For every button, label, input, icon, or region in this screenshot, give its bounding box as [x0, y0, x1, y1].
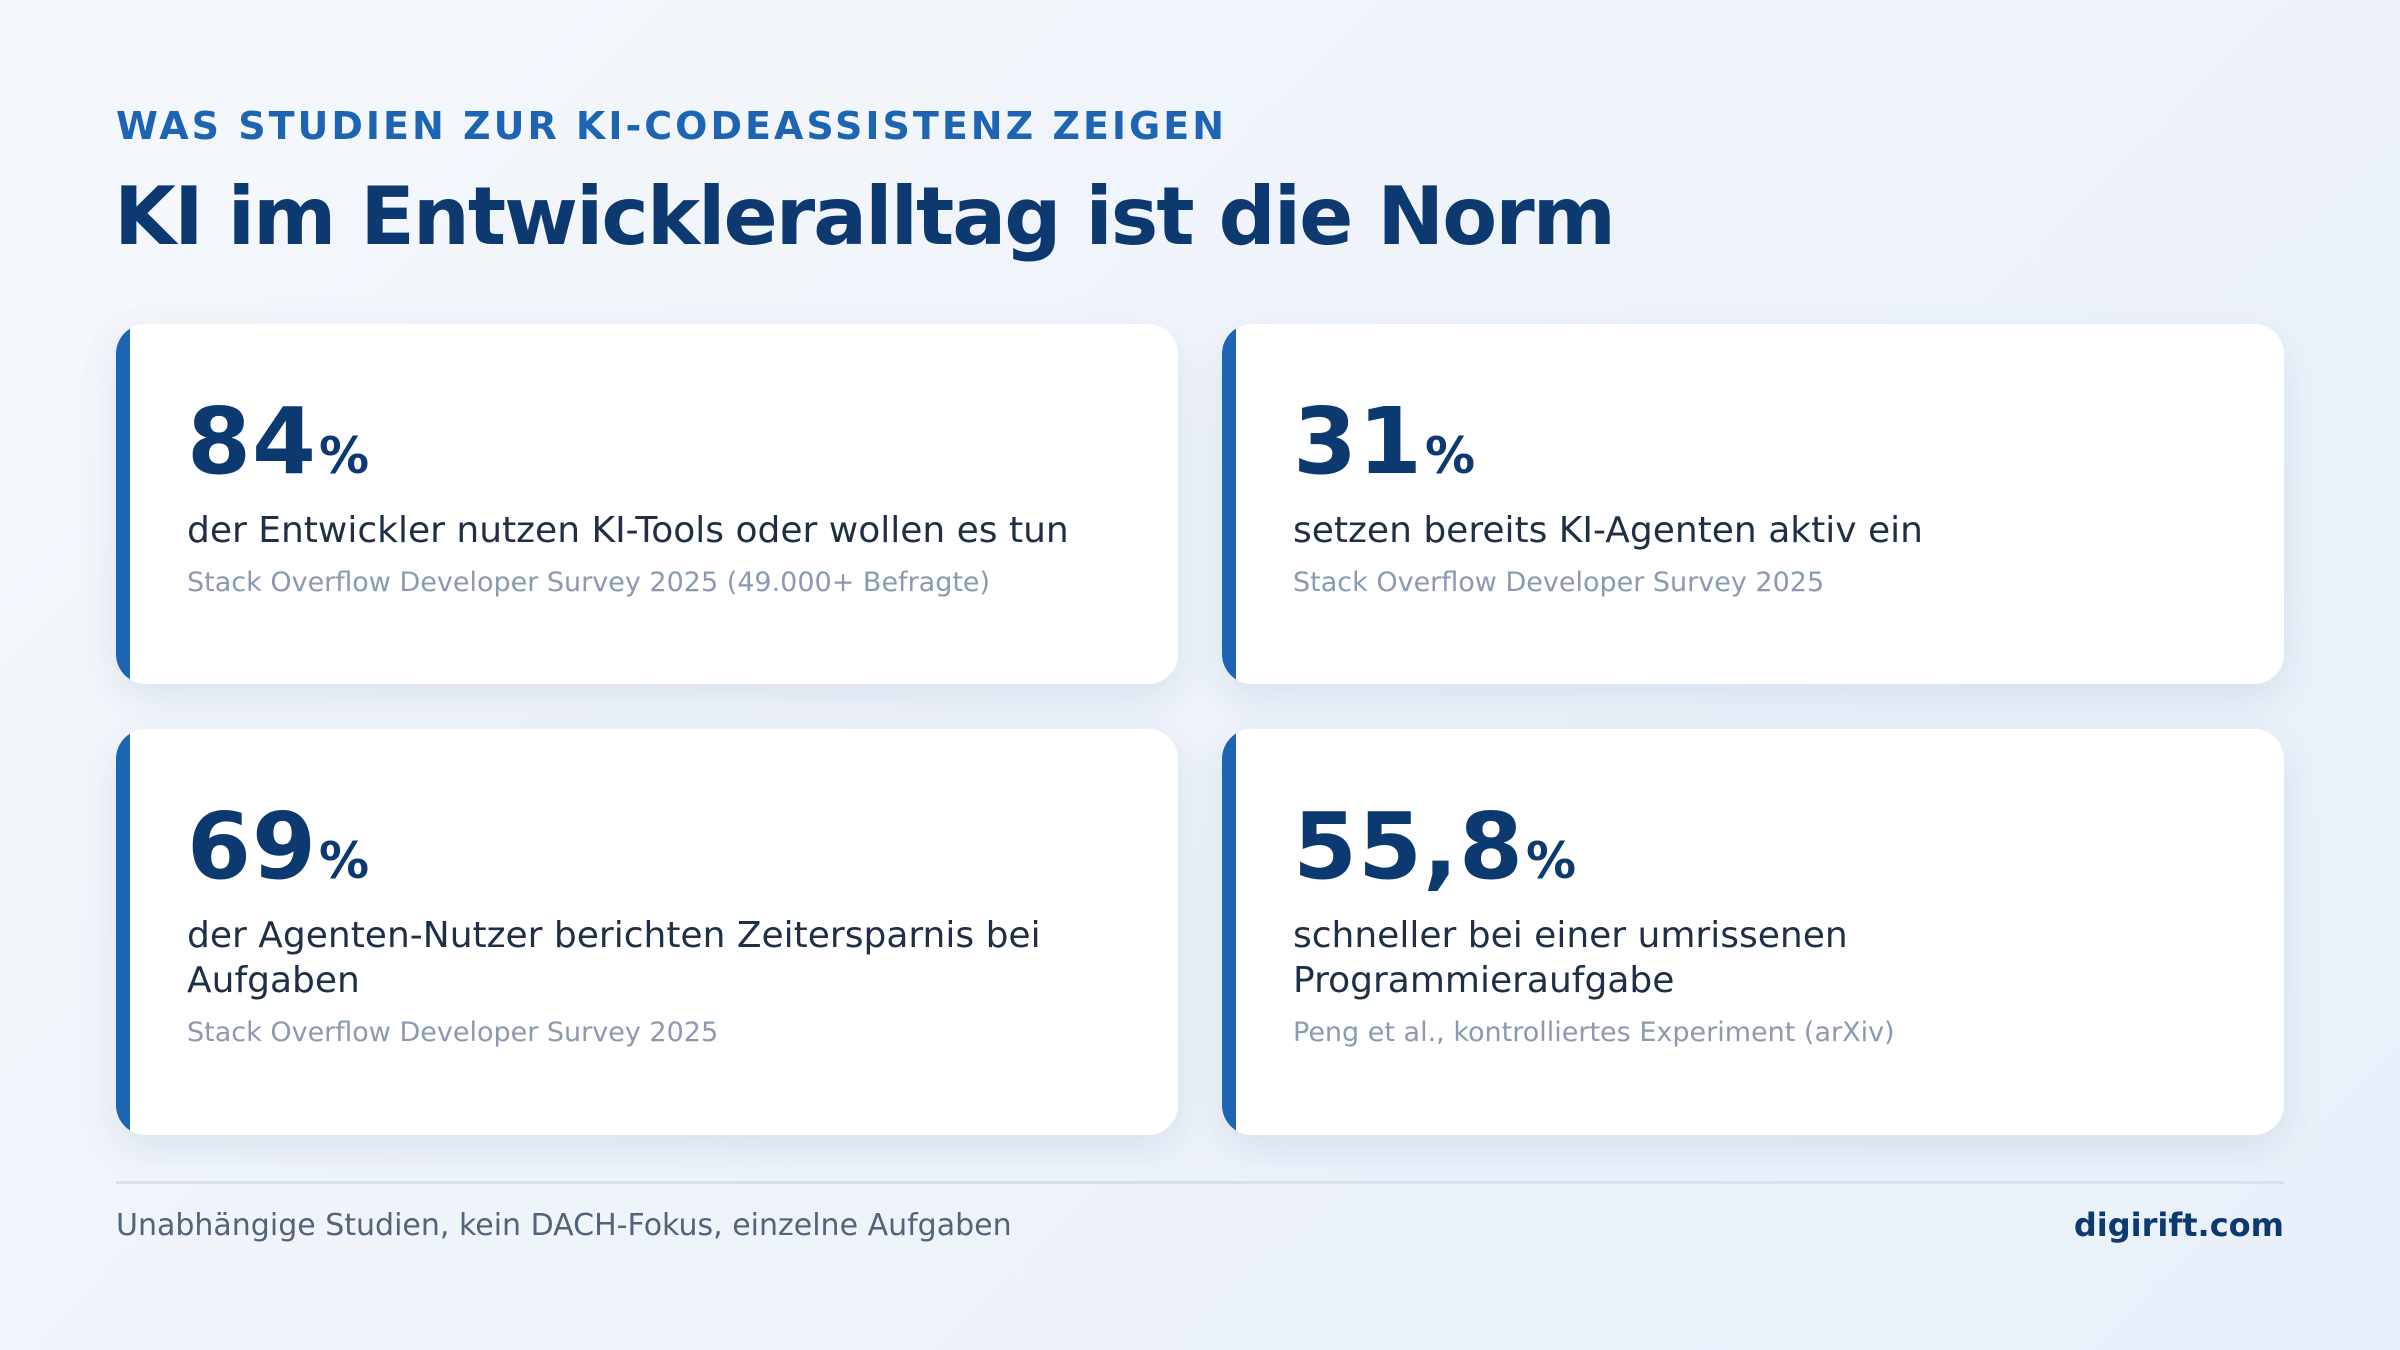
stat-value: 69: [187, 793, 318, 900]
stat-unit: %: [319, 832, 370, 890]
footer-note: Unabhängige Studien, kein DACH-Fokus, ei…: [116, 1208, 1012, 1243]
stat-description: der Entwickler nutzen KI-Tools oder woll…: [187, 510, 1069, 551]
stat-figure: 69%: [187, 801, 1118, 893]
stat-source: Stack Overflow Developer Survey 2025 (49…: [187, 567, 991, 598]
stat-value: 84: [187, 388, 318, 495]
page-title: KI im Entwickleralltag ist die Norm: [114, 170, 1616, 263]
stat-figure: 31%: [1293, 396, 2224, 488]
eyebrow-label: WAS STUDIEN ZUR KI-CODEASSISTENZ ZEIGEN: [116, 104, 1227, 148]
stat-unit: %: [319, 427, 370, 485]
stat-description: schneller bei einer umrissenen Programmi…: [1293, 915, 1848, 1001]
stat-card-content: 55,8% schneller bei einer umrissenen Pro…: [1293, 801, 2224, 1051]
stat-card-time-savings: 69% der Agenten-Nutzer berichten Zeiters…: [116, 729, 1178, 1135]
stat-source: Stack Overflow Developer Survey 2025: [1293, 567, 1825, 598]
stat-card-agents-active: 31% setzen bereits KI-Agenten aktiv ein …: [1222, 324, 2284, 684]
stat-description: der Agenten-Nutzer berichten Zeitersparn…: [187, 915, 1041, 1001]
stat-value: 31: [1293, 388, 1424, 495]
stat-card-content: 31% setzen bereits KI-Agenten aktiv ein …: [1293, 396, 2224, 601]
stat-card-developers-using-ai: 84% der Entwickler nutzen KI-Tools oder …: [116, 324, 1178, 684]
stat-source: Stack Overflow Developer Survey 2025: [187, 1017, 719, 1048]
footer-divider: [116, 1181, 2284, 1184]
stat-card-faster-task: 55,8% schneller bei einer umrissenen Pro…: [1222, 729, 2284, 1135]
stat-unit: %: [1425, 427, 1476, 485]
stat-source: Peng et al., kontrolliertes Experiment (…: [1293, 1017, 1895, 1048]
stat-figure: 84%: [187, 396, 1118, 488]
stat-unit: %: [1526, 832, 1577, 890]
stat-description: setzen bereits KI-Agenten aktiv ein: [1293, 510, 1923, 551]
stat-card-content: 84% der Entwickler nutzen KI-Tools oder …: [187, 396, 1118, 601]
stat-value: 55,8: [1293, 793, 1524, 900]
stat-card-content: 69% der Agenten-Nutzer berichten Zeiters…: [187, 801, 1118, 1051]
stat-figure: 55,8%: [1293, 801, 2224, 893]
brand-link[interactable]: digirift.com: [2073, 1206, 2284, 1244]
